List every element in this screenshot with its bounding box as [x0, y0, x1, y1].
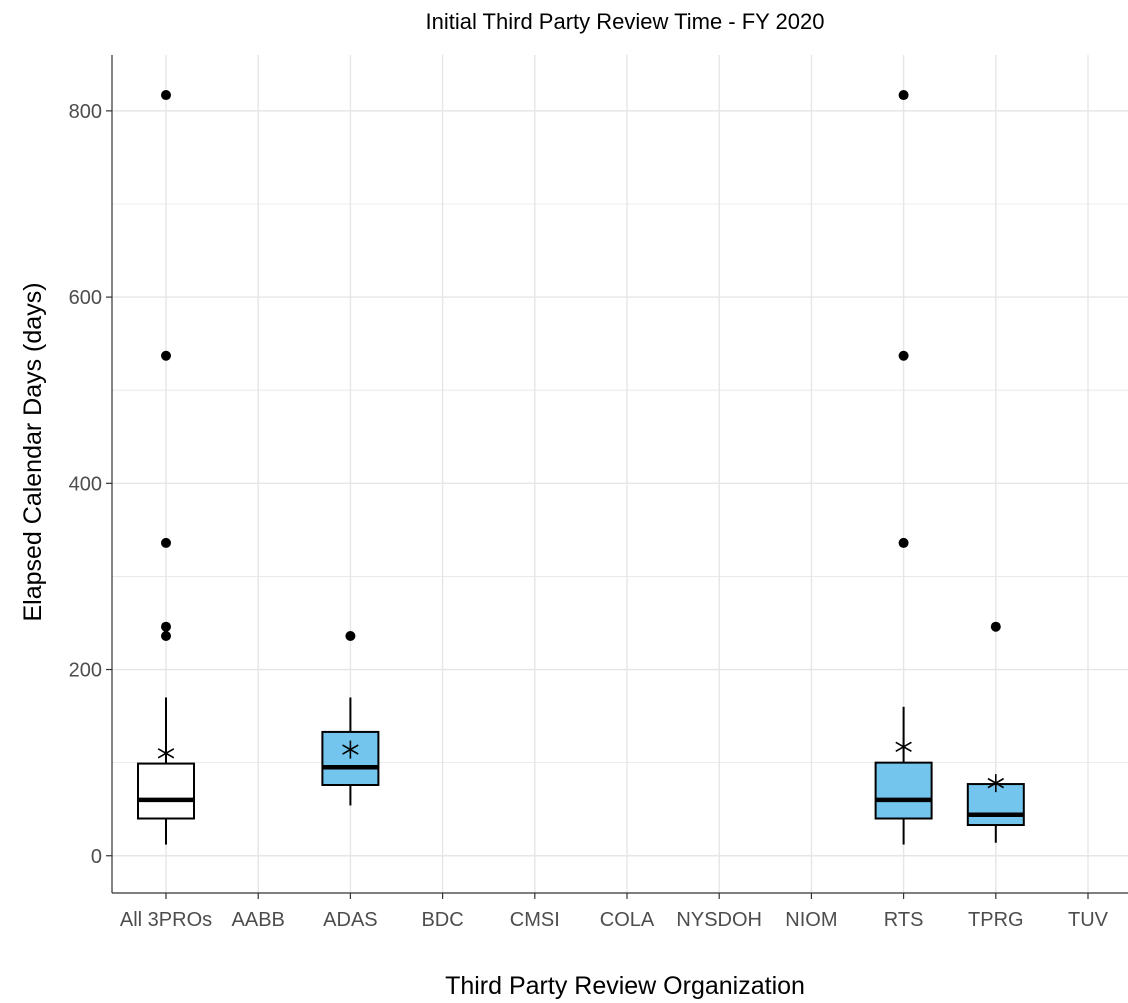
box-rts	[874, 90, 933, 845]
outlier-point	[161, 90, 171, 101]
y-tick-label: 0	[91, 846, 102, 868]
outlier-point	[898, 350, 909, 361]
axes: 0 200 400 600 800 All 3PROs AABB ADAS BDC CMSI COL…	[69, 55, 1128, 931]
x-tick-label: COLA	[600, 909, 655, 931]
x-tick-label: CMSI	[510, 909, 560, 931]
mean-marker-stroke	[987, 777, 1005, 789]
y-axis-title: Elapsed Calendar Days (days)	[19, 282, 47, 621]
x-tick-label: NYSDOH	[676, 909, 762, 931]
outlier-point	[990, 621, 1001, 632]
y-tick-label: 200	[69, 660, 102, 682]
x-tick-label: NIOM	[785, 909, 837, 931]
x-tick-label: All 3PROs	[120, 909, 212, 931]
box-tprg	[966, 621, 1025, 843]
grid	[112, 55, 1128, 893]
outlier-point	[161, 631, 171, 642]
mean-marker	[987, 774, 1005, 793]
outlier-point	[161, 350, 171, 361]
x-tick-label: TUV	[1068, 909, 1109, 931]
mean-marker-stroke	[895, 741, 912, 753]
mean-marker	[157, 744, 175, 763]
x-tick-label: RTS	[884, 909, 924, 931]
x-axis-title: Third Party Review Organization	[445, 972, 805, 1000]
outlier-point	[161, 537, 171, 548]
mean-marker	[895, 737, 912, 756]
x-tick-label: AABB	[232, 909, 285, 931]
mean-marker-stroke	[342, 744, 359, 755]
outlier-point	[898, 90, 909, 101]
iqr-box	[137, 762, 195, 820]
boxes	[137, 90, 1025, 845]
mean-marker	[342, 740, 359, 759]
outlier-point	[161, 621, 171, 632]
outlier-point	[345, 631, 356, 642]
box-all-3pros	[137, 90, 195, 845]
chart-title: Initial Third Party Review Time - FY 202…	[425, 9, 824, 34]
y-tick-label: 400	[69, 473, 102, 495]
x-tick-label: BDC	[421, 909, 463, 931]
iqr-box	[874, 761, 933, 820]
y-tick-label: 600	[69, 287, 102, 309]
box-adas	[321, 631, 380, 806]
y-tick-label: 800	[69, 101, 102, 123]
x-tick-label: TPRG	[968, 909, 1024, 931]
x-tick-label: ADAS	[323, 909, 377, 931]
mean-marker-stroke	[157, 748, 175, 759]
outlier-point	[898, 537, 909, 548]
